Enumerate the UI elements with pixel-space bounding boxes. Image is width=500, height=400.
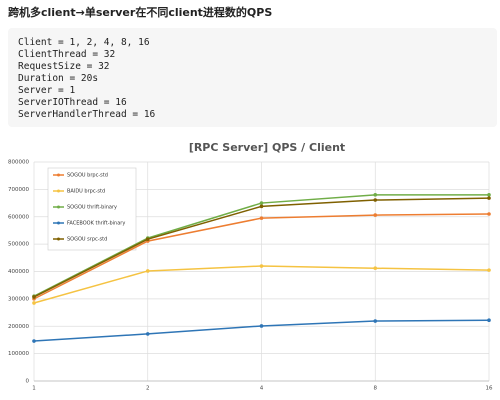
legend-marker (57, 173, 60, 177)
code-line: RequestSize = 32 (18, 61, 110, 72)
legend-label: SOGOU brpc-std (67, 173, 108, 179)
code-line: ServerHandlerThread = 16 (18, 109, 156, 120)
x-tick-label: 2 (146, 386, 150, 392)
legend-label: SOGOU srpc-std (67, 237, 107, 243)
chart-title: [RPC Server] QPS / Client (189, 141, 345, 154)
point (259, 216, 264, 220)
y-tick-label: 800000 (8, 160, 29, 166)
y-tick-label: 300000 (8, 296, 29, 302)
code-line: ClientThread = 32 (18, 49, 116, 60)
y-tick-label: 700000 (8, 187, 29, 193)
point (373, 213, 378, 217)
point (32, 339, 36, 343)
legend-marker (57, 221, 60, 225)
legend-box (47, 167, 137, 251)
point (373, 193, 378, 197)
code-block: Client = 1, 2, 4, 8, 16 ClientThread = 32… (8, 28, 497, 127)
x-tick-label: 8 (374, 386, 378, 392)
code-line: ServerIOThread = 16 (18, 97, 127, 108)
x-tick-label: 16 (486, 386, 493, 392)
point (145, 269, 150, 273)
y-tick-label: 0 (26, 379, 30, 385)
point (259, 324, 264, 328)
legend-marker (57, 205, 60, 209)
x-tick-label: 1 (32, 386, 36, 392)
y-tick-label: 100000 (8, 351, 29, 357)
y-tick-label: 400000 (8, 269, 29, 275)
point (487, 193, 491, 197)
point (32, 301, 36, 305)
point (145, 237, 150, 241)
x-tick-label: 4 (260, 386, 264, 392)
chart: [RPC Server] QPS / Client 0 100000 200000 3… (8, 141, 493, 392)
legend-label: SOGOU thrift-binary (67, 205, 117, 211)
point (373, 266, 378, 271)
point (32, 295, 36, 299)
point (487, 318, 491, 323)
legend-label: FACEBOOK thrift-binary (67, 221, 125, 227)
point (487, 212, 491, 216)
point (145, 332, 150, 336)
legend-label: BAIDU brpc-std (67, 189, 105, 195)
y-tick-label: 500000 (8, 242, 29, 248)
point (373, 319, 378, 323)
legend-marker (57, 237, 60, 241)
code-line: Client = 1, 2, 4, 8, 16 (18, 37, 150, 48)
legend-marker (57, 189, 60, 193)
y-tick-label: 600000 (8, 214, 29, 220)
point (487, 268, 491, 272)
y-tick-label: 200000 (8, 324, 29, 330)
heading: 跨机多client→单server在不同client进程数的QPS (8, 6, 273, 19)
point (259, 204, 264, 209)
point (487, 196, 491, 200)
code-line: Duration = 20s (18, 73, 99, 84)
point (259, 264, 264, 268)
point (259, 201, 264, 205)
point (373, 198, 378, 202)
code-line: Server = 1 (18, 85, 76, 96)
